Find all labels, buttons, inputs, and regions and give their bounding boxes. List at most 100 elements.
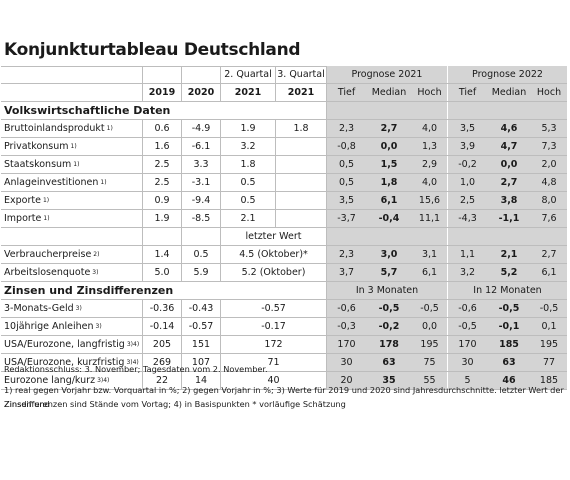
table-cell: 195	[412, 336, 447, 353]
header-tief: Tief	[447, 84, 487, 101]
table-cell: 3,8	[487, 192, 531, 209]
table-cell: -0,8	[326, 138, 366, 155]
row-label-text: Staatskonsum	[4, 159, 72, 170]
row-label-text: Exporte	[4, 195, 41, 206]
page-title: Konjunkturtableau Deutschland	[4, 40, 301, 60]
table-cell: 3,9	[447, 138, 487, 155]
table-cell: 178	[366, 336, 412, 353]
table-cell: 6,1	[531, 264, 567, 281]
table-row: Importe 1) 1.9 -8.5 2.1 -3,7 -0,4 11,1 -4,3 -1,1 7…	[1, 210, 567, 228]
table-cell: -0.36	[142, 300, 181, 317]
row-label-text: USA/Eurozone, kurzfristig	[4, 357, 125, 368]
table-cell	[275, 138, 326, 155]
table-cell: 1.4	[142, 246, 181, 263]
table-cell: 35	[366, 372, 412, 389]
header-q2: 2. Quartal	[220, 66, 275, 83]
header-2020: 2020	[181, 84, 220, 101]
table-cell: 2,3	[326, 246, 366, 263]
table-cell: 1,5	[366, 156, 412, 173]
section-heading: Zinsen und Zinsdifferenzen	[4, 284, 174, 297]
row-label-text: Anlageinvestitionen	[4, 177, 99, 188]
table-cell: 3,5	[326, 192, 366, 209]
table-cell: -0.57	[220, 300, 326, 317]
table-row: Anlageinvestitionen 1) 2.5 -3.1 0.5 0,5 1,8 4,0…	[1, 174, 567, 192]
header-2019: 2019	[142, 84, 181, 101]
table-cell: 2,9	[412, 156, 447, 173]
table-cell: 40	[220, 372, 326, 389]
header-tief: Tief	[326, 84, 366, 101]
table-cell: 0.5	[220, 174, 275, 191]
table-row: USA/Eurozone, langfristig 3)4) 205 151 172 17…	[1, 336, 567, 354]
table-cell: 2,7	[487, 174, 531, 191]
row-label-text: Importe	[4, 213, 42, 224]
header-prognose-2022: Prognose 2022	[447, 66, 567, 83]
table-cell: 3,2	[447, 264, 487, 281]
table-cell: 2,1	[487, 246, 531, 263]
footnote-redaktionsschluss: Redaktionsschluss: 3. November; Tagesdat…	[4, 364, 268, 374]
header-2021-q2: 2021	[220, 84, 275, 101]
table-row: Eurozone lang/kurz 3)4) 22 14 40 20 35 55 5 46 185	[1, 372, 567, 390]
table-cell: 1.6	[142, 138, 181, 155]
table-cell: -3,7	[326, 210, 366, 227]
table-cell: 1.8	[220, 156, 275, 173]
table-cell: 0,0	[366, 138, 412, 155]
table-cell: 1,3	[412, 138, 447, 155]
table-cell: 1,8	[366, 174, 412, 191]
table-cell: 2,7	[531, 246, 567, 263]
table-cell: 0,0	[412, 318, 447, 335]
table-cell: 3.3	[181, 156, 220, 173]
rows-zinsen: 3-Monats-Geld 3) -0.36 -0.43 -0.57 -0,6 -0,5 -0…	[1, 300, 567, 390]
table-cell: 2,7	[366, 120, 412, 137]
footnote-line-2: Zinsdifferenzen sind Stände vom Vortag; …	[4, 399, 346, 409]
table-cell: 1,1	[447, 246, 487, 263]
section-heading: Volkswirtschaftliche Daten	[4, 104, 171, 117]
table-cell: 30	[447, 354, 487, 371]
table-cell: 205	[142, 336, 181, 353]
table-cell: -0,1	[487, 318, 531, 335]
table-cell: -0,6	[447, 300, 487, 317]
table-row: 10jährige Anleihen 3) -0.14 -0.57 -0.17 -0,3-…	[1, 318, 567, 336]
table-cell: 5	[447, 372, 487, 389]
table-cell: 1.9	[220, 120, 275, 137]
row-label: USA/Eurozone, kurzfristig 3)4)	[4, 357, 139, 368]
table-cell: -9.4	[181, 192, 220, 209]
table-cell: 107	[181, 354, 220, 371]
row-label: Bruttoinlandsprodukt 1)	[4, 123, 113, 134]
table-cell: 55	[412, 372, 447, 389]
table-row: Verbraucherpreise 2) 1.4 0.5 4.5 (Oktober)* 2…	[1, 246, 567, 264]
table-cell: 6,1	[412, 264, 447, 281]
header-prognose-2021: Prognose 2021	[326, 66, 447, 83]
table-cell: 14	[181, 372, 220, 389]
table-cell: 7,3	[531, 138, 567, 155]
table-cell: 170	[447, 336, 487, 353]
table-cell: -3.1	[181, 174, 220, 191]
rows-preise: Verbraucherpreise 2) 1.4 0.5 4.5 (Oktober)* 2…	[1, 246, 567, 282]
table-cell: 5.0	[142, 264, 181, 281]
row-label: Importe 1)	[4, 213, 50, 224]
table-cell: 4,8	[531, 174, 567, 191]
table-cell: 4,7	[487, 138, 531, 155]
footnote-line-1: 1) real gegen Vorjahr bzw. Vorquartal in…	[4, 385, 564, 409]
row-label-text: 3-Monats-Geld	[4, 303, 74, 314]
table-cell: 0.6	[142, 120, 181, 137]
section-row: Volkswirtschaftliche Daten	[1, 102, 567, 120]
table-row: Staatskonsum 1) 2.5 3.3 1.8 0,5 1,5 2,9 -0,2 0,0 2…	[1, 156, 567, 174]
table-cell: -0.43	[181, 300, 220, 317]
table-cell: 1,0	[447, 174, 487, 191]
header-2021-q3: 2021	[275, 84, 326, 101]
table-cell: -0,5	[531, 300, 567, 317]
table-cell: -0,4	[366, 210, 412, 227]
table-cell: -4.9	[181, 120, 220, 137]
table-cell: 0.5	[181, 246, 220, 263]
table-cell: 151	[181, 336, 220, 353]
table-cell: 3,5	[447, 120, 487, 137]
table-cell: 11,1	[412, 210, 447, 227]
table-cell: 3,0	[366, 246, 412, 263]
row-label: Exporte 1)	[4, 195, 50, 206]
table-cell: 5,2	[487, 264, 531, 281]
row-label: Privatkonsum 1)	[4, 141, 77, 152]
table-cell: 185	[531, 372, 567, 389]
table-cell: 2.5	[142, 156, 181, 173]
table-cell: -0.14	[142, 318, 181, 335]
table-cell: -0,2	[447, 156, 487, 173]
